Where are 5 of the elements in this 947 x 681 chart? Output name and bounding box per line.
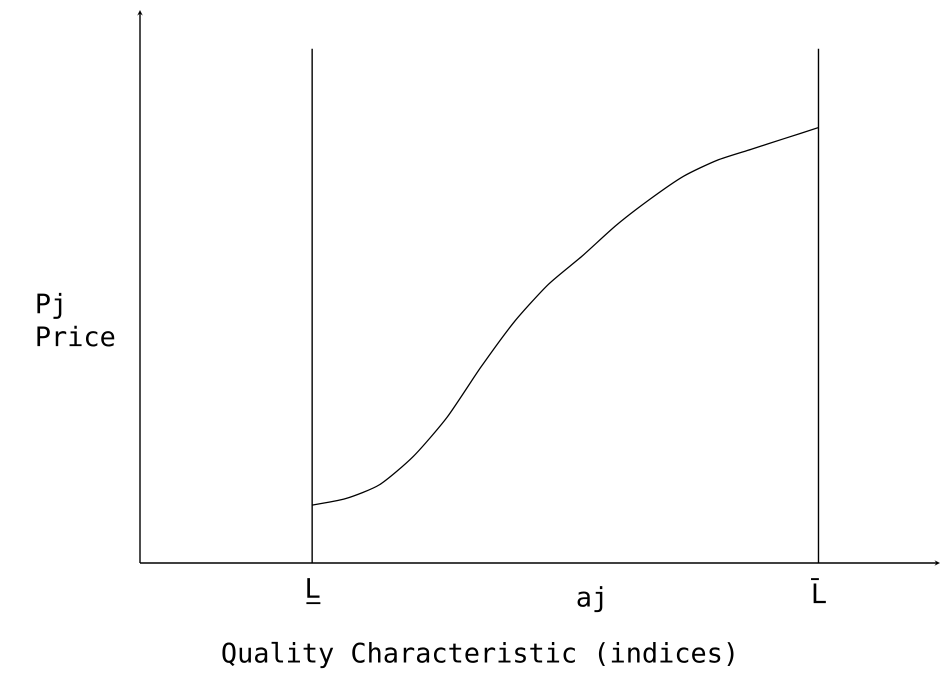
x-tick-label: L̄	[811, 578, 826, 604]
text: aj	[578, 586, 602, 612]
x-axis-title: Quality Characteristic (indices)	[222, 642, 734, 668]
text: Pj Price	[37, 292, 114, 347]
x-tick-label: L̲	[306, 578, 320, 604]
